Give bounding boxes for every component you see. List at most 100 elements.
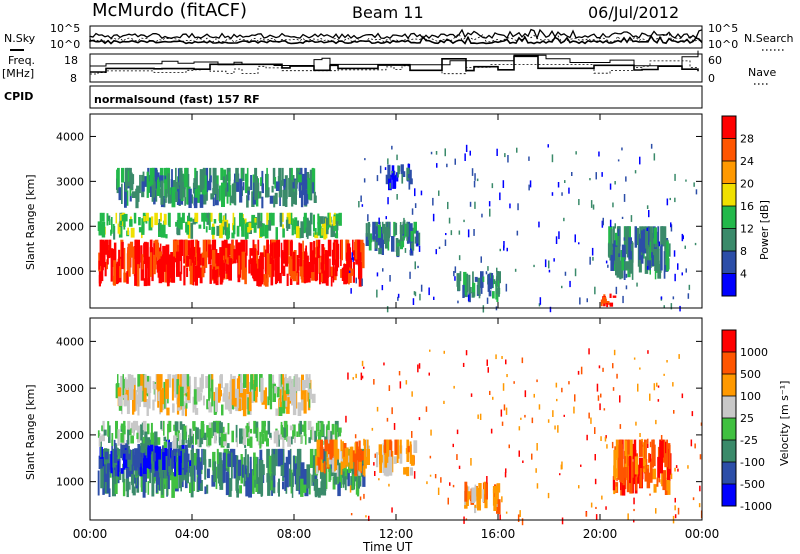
power-speckle xyxy=(351,252,353,260)
velocity-cell xyxy=(292,424,296,439)
power-speckle xyxy=(458,255,461,261)
velocity-cell xyxy=(303,420,307,437)
velocity-cell xyxy=(281,374,284,393)
velocity-cell xyxy=(99,458,103,469)
velocity-speckle xyxy=(624,456,627,464)
velocity-cell xyxy=(344,448,349,465)
velocity-speckle xyxy=(574,394,576,402)
power-cell xyxy=(153,243,157,255)
velocity-speckle xyxy=(580,366,583,375)
velocity-cell xyxy=(331,423,335,435)
velocity-cell xyxy=(259,431,262,449)
power-cell xyxy=(238,255,241,275)
power-cell xyxy=(465,273,469,293)
velocity-cell xyxy=(143,455,147,474)
velocity-ytick-label: 4000 xyxy=(56,335,84,348)
power-cell xyxy=(235,167,239,183)
power-cell xyxy=(193,178,198,189)
velocity-cell xyxy=(282,395,286,414)
velocity-cell xyxy=(652,446,654,468)
power-cell xyxy=(396,246,400,256)
power-cell xyxy=(189,252,192,272)
power-cell xyxy=(282,228,285,238)
power-cell xyxy=(213,249,218,264)
velocity-speckle xyxy=(606,444,608,449)
velocity-cell xyxy=(315,422,318,437)
velocity-speckle xyxy=(595,506,597,509)
velocity-cell xyxy=(146,399,149,416)
velocity-speckle xyxy=(489,390,491,395)
power-speckle xyxy=(464,153,466,161)
velocity-cell xyxy=(385,454,389,477)
power-cell xyxy=(135,198,139,209)
power-cell xyxy=(289,167,292,183)
power-cell xyxy=(327,212,331,228)
power-cell xyxy=(628,256,633,274)
velocity-cell xyxy=(236,488,239,498)
power-cell xyxy=(301,259,305,283)
power-speckle xyxy=(578,199,580,206)
power-cell xyxy=(171,256,176,283)
velocity-cell xyxy=(179,421,183,430)
velocity-cell xyxy=(289,425,294,431)
power-speckle xyxy=(561,285,563,289)
velocity-cell xyxy=(151,451,153,465)
power-cell xyxy=(267,187,270,197)
velocity-cell xyxy=(298,423,301,437)
velocity-cell xyxy=(141,451,144,459)
power-cell xyxy=(311,167,314,183)
velocity-heatmap xyxy=(97,348,703,526)
freq-label: Freq. xyxy=(8,54,35,67)
power-cell xyxy=(130,227,135,238)
velocity-cell xyxy=(117,387,122,395)
velocity-speckle xyxy=(647,350,649,354)
power-cell xyxy=(326,225,330,230)
velocity-speckle xyxy=(573,406,575,414)
velocity-cell xyxy=(266,448,269,468)
power-cell xyxy=(343,264,347,285)
velocity-cell xyxy=(189,429,192,445)
velocity-cell xyxy=(131,465,134,486)
colorbar-tick-label: 4 xyxy=(740,268,747,281)
velocity-speckle xyxy=(521,357,524,364)
velocity-speckle xyxy=(388,385,391,391)
power-speckle xyxy=(469,150,471,156)
velocity-speckle xyxy=(521,518,524,526)
velocity-speckle xyxy=(557,425,559,433)
power-speckle xyxy=(561,192,563,196)
velocity-cell xyxy=(144,431,148,448)
power-cell xyxy=(241,239,246,255)
velocity-speckle xyxy=(474,504,476,508)
velocity-speckle xyxy=(376,406,379,412)
power-cell xyxy=(613,240,616,261)
velocity-cell xyxy=(149,376,152,394)
power-cell xyxy=(151,273,154,282)
power-cell xyxy=(179,271,182,281)
velocity-cell xyxy=(144,374,147,388)
velocity-cell xyxy=(278,478,280,497)
power-cell xyxy=(283,178,286,188)
power-cell xyxy=(468,287,472,294)
noise-trace-line xyxy=(89,28,703,40)
velocity-cell xyxy=(284,420,288,431)
power-cell xyxy=(230,244,233,265)
power-cell xyxy=(121,214,125,222)
velocity-cell xyxy=(320,421,324,436)
velocity-cell xyxy=(221,404,224,416)
velocity-cell xyxy=(347,470,350,487)
velocity-cell xyxy=(342,470,345,488)
velocity-cell xyxy=(163,441,168,448)
power-speckle xyxy=(489,208,491,217)
velocity-speckle xyxy=(531,453,533,460)
power-cell xyxy=(167,194,172,203)
velocity-cell xyxy=(163,420,165,436)
velocity-cell xyxy=(126,379,129,390)
velocity-cell xyxy=(276,430,279,447)
power-cell xyxy=(234,173,237,183)
power-cell xyxy=(266,167,268,190)
power-cell xyxy=(314,228,317,235)
velocity-cell xyxy=(311,474,313,486)
velocity-cell xyxy=(317,431,322,440)
power-cell xyxy=(480,275,483,294)
